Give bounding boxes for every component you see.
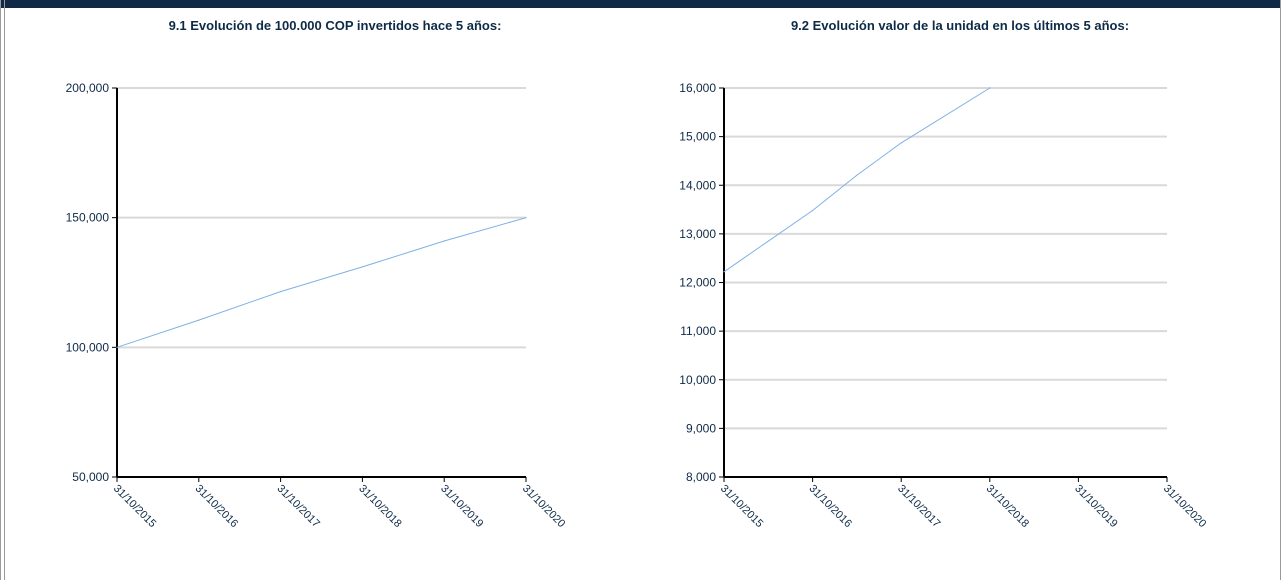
data-point xyxy=(723,271,725,273)
data-point xyxy=(855,174,858,177)
x-tick-label: 31/10/2016 xyxy=(806,483,853,530)
left-frame-border xyxy=(0,0,5,580)
y-tick-label: 10,000 xyxy=(679,373,716,387)
data-point xyxy=(280,290,282,293)
data-point xyxy=(812,209,814,212)
header-bar xyxy=(0,0,1281,8)
y-tick-label: 150,000 xyxy=(66,211,110,225)
y-tick-label: 8,000 xyxy=(686,470,716,484)
data-point xyxy=(198,319,200,321)
y-tick-label: 15,000 xyxy=(679,130,716,144)
y-tick-label: 200,000 xyxy=(66,81,110,95)
x-tick-label: 31/10/2017 xyxy=(895,483,942,530)
x-tick-label: 31/10/2015 xyxy=(718,483,765,530)
data-point xyxy=(361,266,363,268)
y-tick-label: 14,000 xyxy=(679,178,716,192)
chart-title-left: 9.1 Evolución de 100.000 COP invertidos … xyxy=(168,18,502,33)
series-line xyxy=(116,217,527,348)
x-tick-label: 31/10/2019 xyxy=(1072,483,1119,530)
data-point xyxy=(989,87,991,89)
data-point xyxy=(525,217,527,219)
data-point xyxy=(443,240,445,242)
x-tick-label: 31/10/2018 xyxy=(984,483,1031,530)
y-tick-label: 100,000 xyxy=(66,340,110,354)
x-tick-label: 31/10/2020 xyxy=(1161,483,1208,530)
y-tick-label: 50,000 xyxy=(72,470,109,484)
y-tick-label: 12,000 xyxy=(679,276,716,290)
y-tick-label: 11,000 xyxy=(680,324,716,338)
data-point xyxy=(116,346,118,348)
y-tick-label: 9,000 xyxy=(686,421,716,435)
data-point xyxy=(900,142,902,144)
chart-title-right: 9.2 Evolución valor de la unidad en los … xyxy=(790,18,1130,33)
y-tick-label: 16,000 xyxy=(679,81,716,95)
series-line xyxy=(723,87,991,273)
y-tick-label: 13,000 xyxy=(679,227,716,241)
